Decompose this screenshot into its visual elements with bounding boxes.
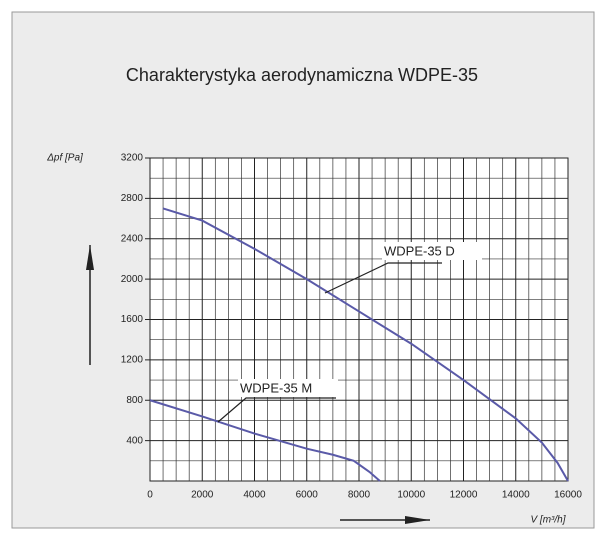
chart-title: Charakterystyka aerodynamiczna WDPE-35 <box>126 65 478 85</box>
x-tick-label: 8000 <box>348 490 371 501</box>
x-axis-label: V [m³/h] <box>530 515 565 526</box>
y-tick-label: 2800 <box>121 193 144 204</box>
annotation: WDPE-35 M <box>240 380 312 395</box>
x-tick-label: 2000 <box>191 490 214 501</box>
y-tick-label: 400 <box>126 435 143 446</box>
x-tick-label: 6000 <box>296 490 319 501</box>
curve <box>149 399 381 482</box>
x-tick-label: 4000 <box>243 490 266 501</box>
x-tick-label: 10000 <box>397 490 425 501</box>
leader-line <box>217 397 336 423</box>
y-axis-label: Δpf [Pa] <box>46 153 83 164</box>
y-tick-label: 1200 <box>121 355 144 366</box>
x-tick-label: 12000 <box>450 490 478 501</box>
label-bg <box>382 242 482 260</box>
x-tick-label: 14000 <box>502 490 530 501</box>
label-bg <box>238 379 338 397</box>
y-tick-label: 2000 <box>121 274 144 285</box>
x-tick-label: 16000 <box>554 490 582 501</box>
y-tick-label: 800 <box>126 395 143 406</box>
y-tick-label: 1600 <box>121 314 144 325</box>
curve <box>162 207 569 482</box>
x-tick-label: 0 <box>147 490 153 501</box>
y-arrow-head <box>86 245 94 270</box>
x-arrow-head <box>405 516 430 524</box>
y-tick-label: 2400 <box>121 233 144 244</box>
annotation: WDPE-35 D <box>384 243 455 258</box>
leader-line <box>324 262 442 294</box>
y-tick-label: 3200 <box>121 153 144 164</box>
